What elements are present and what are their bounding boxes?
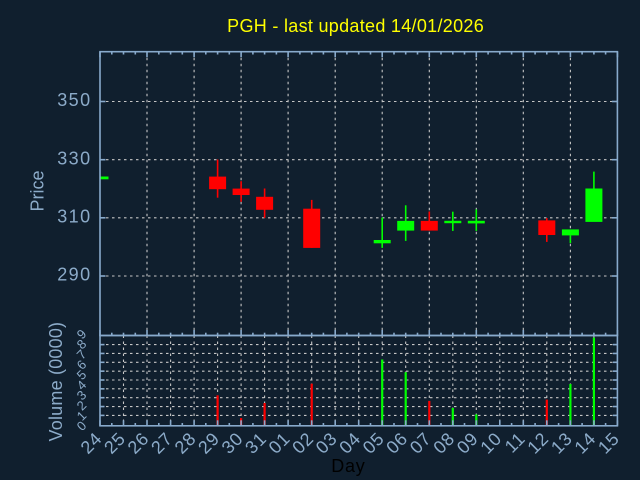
svg-text:290: 290 bbox=[57, 265, 91, 285]
svg-text:350: 350 bbox=[57, 90, 91, 110]
svg-text:Price: Price bbox=[28, 170, 48, 211]
svg-text:330: 330 bbox=[57, 148, 91, 168]
svg-text:Volume (0000): Volume (0000) bbox=[46, 322, 66, 442]
svg-text:PGH - last updated 14/01/2026: PGH - last updated 14/01/2026 bbox=[227, 16, 484, 36]
svg-text:Day: Day bbox=[331, 456, 365, 476]
svg-text:310: 310 bbox=[57, 207, 91, 227]
